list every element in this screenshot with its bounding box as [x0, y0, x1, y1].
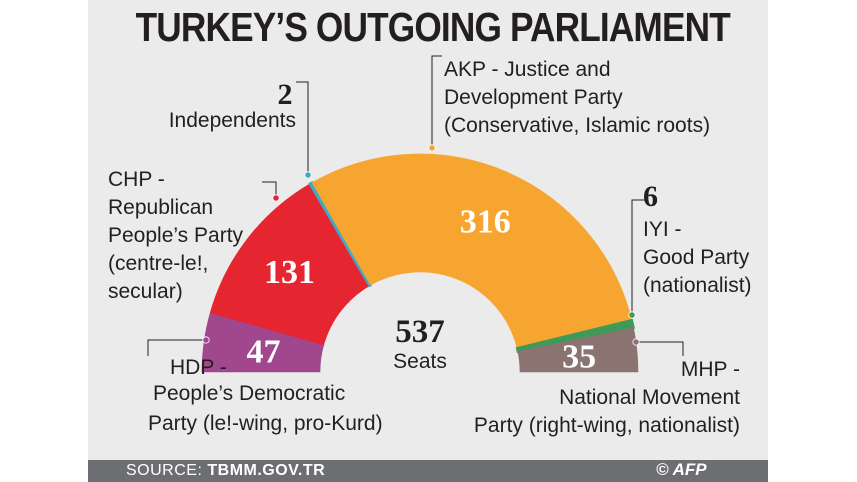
value-label-akp: 316 [460, 203, 511, 240]
party-label-mhp-line-1: MHP - [681, 358, 740, 381]
value-label-hdp: 47 [246, 333, 280, 370]
slice-akp [311, 153, 633, 349]
party-label-mhp-line-3: Party (right-wing, nationalist) [474, 414, 740, 437]
party-label-iyi-line-3: (nationalist) [643, 274, 752, 297]
leader-line-akp [431, 55, 442, 148]
leader-dot-iyi [628, 311, 636, 319]
source-line: SOURCE: TBMM.GOV.TR [126, 462, 325, 480]
party-label-independents-line-1: Independents [169, 109, 296, 132]
leader-dot-independents [304, 171, 312, 179]
leader-dot-chp [272, 194, 280, 202]
leader-line-mhp [636, 341, 684, 356]
leader-line-hdp [147, 339, 206, 356]
afp-credit: © AFP [656, 460, 707, 479]
party-label-chp-line-5: secular) [108, 280, 183, 303]
party-label-mhp-line-2: National Movement [559, 386, 740, 409]
party-label-hdp-line-1: HDP - [170, 356, 227, 379]
chart-title: TURKEY’S OUTGOING PARLIAMENT [135, 4, 731, 50]
party-label-iyi-line-1: IYI - [643, 218, 682, 241]
party-label-chp-line-1: CHP - [108, 168, 165, 191]
party-label-iyi-line-2: Good Party [643, 246, 750, 269]
value-label-iyi: 6 [643, 180, 658, 213]
party-label-akp-line-1: AKP - Justice and [444, 58, 611, 81]
party-label-hdp-line-2: People’s Democratic [153, 382, 345, 405]
party-label-hdp-line-3: Party (le!-wing, pro-Kurd) [148, 412, 383, 435]
leader-dot-mhp [632, 338, 640, 346]
party-label-akp-line-3: (Conservative, Islamic roots) [444, 114, 710, 137]
value-label-mhp: 35 [562, 339, 596, 376]
leader-line-iyi [631, 199, 648, 315]
party-label-chp-line-4: (centre-le!, [108, 252, 208, 275]
total-seats-label: Seats [393, 350, 447, 373]
leader-dot-akp [428, 144, 436, 152]
footer-bar [88, 460, 768, 482]
value-label-chp: 131 [264, 254, 315, 291]
leader-dot-hdp [202, 336, 210, 344]
leader-line-chp [262, 181, 277, 198]
source-prefix: SOURCE: [126, 462, 203, 479]
value-label-independents: 2 [278, 78, 293, 111]
party-label-chp-line-3: People’s Party [108, 224, 244, 247]
source-value: TBMM.GOV.TR [207, 462, 326, 479]
party-label-chp-line-2: Republican [108, 196, 213, 219]
leader-line-independents [296, 81, 309, 175]
party-label-akp-line-2: Development Party [444, 86, 623, 109]
total-seats-value: 537 [395, 314, 445, 350]
